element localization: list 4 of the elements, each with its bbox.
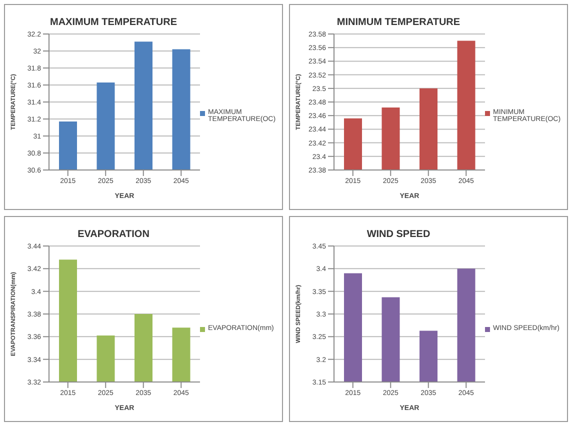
chart-title: MAXIMUM TEMPERATURE	[48, 17, 178, 28]
chart-title: MINIMUM TEMPERATURE	[336, 17, 462, 28]
chart-title: EVAPORATION	[76, 229, 150, 240]
chart-title: WIND SPEED	[366, 229, 432, 240]
